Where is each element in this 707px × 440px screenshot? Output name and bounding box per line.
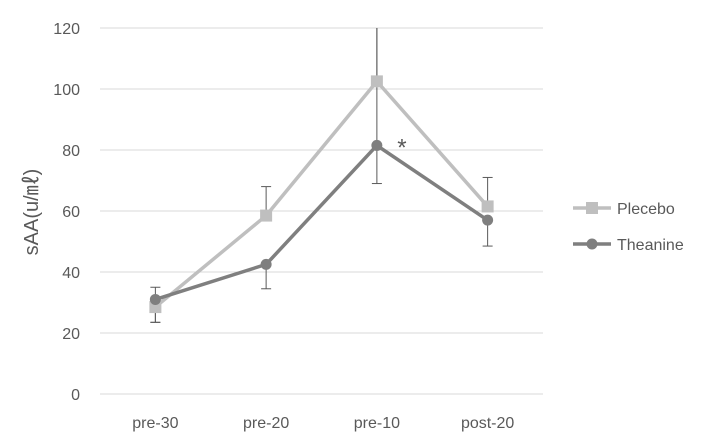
data-point-plecebo (260, 209, 273, 222)
legend-swatch-marker (586, 238, 598, 250)
legend-label: Theanine (617, 237, 684, 254)
x-tick-label: pre-30 (132, 415, 178, 432)
legend-label: Plecebo (617, 201, 675, 218)
series-line-plecebo (154, 79, 489, 309)
significance-marker: * (397, 134, 406, 161)
x-tick-label: pre-20 (243, 415, 289, 432)
data-point-plecebo (481, 200, 494, 213)
y-axis-title: sAA(u/㎖) (21, 169, 43, 256)
data-point-plecebo (149, 301, 162, 314)
data-point-plecebo (370, 75, 383, 88)
data-point-theanine (482, 214, 494, 226)
error-bars (150, 28, 493, 323)
x-tick-label: post-20 (461, 415, 514, 432)
data-point-theanine (371, 139, 383, 151)
x-axis-ticks: pre-30 pre-20 pre-10 post-20 (132, 415, 514, 432)
y-tick-label: 40 (62, 265, 80, 282)
y-tick-label: 120 (53, 21, 80, 38)
annotations: * (397, 134, 406, 161)
data-point-theanine (260, 258, 272, 270)
series-line-theanine (154, 143, 489, 302)
legend-swatch-marker (586, 202, 598, 214)
y-tick-label: 0 (71, 387, 80, 404)
data-point-theanine (149, 293, 161, 305)
y-axis-ticks: 0 20 40 60 80 100 120 (53, 21, 80, 404)
x-tick-label: pre-10 (354, 415, 400, 432)
y-tick-label: 100 (53, 82, 80, 99)
y-tick-label: 20 (62, 326, 80, 343)
series-markers (149, 75, 494, 314)
series-lines (154, 79, 489, 309)
legend: Plecebo Theanine (573, 201, 684, 254)
y-tick-label: 60 (62, 204, 80, 221)
y-tick-label: 80 (62, 143, 80, 160)
